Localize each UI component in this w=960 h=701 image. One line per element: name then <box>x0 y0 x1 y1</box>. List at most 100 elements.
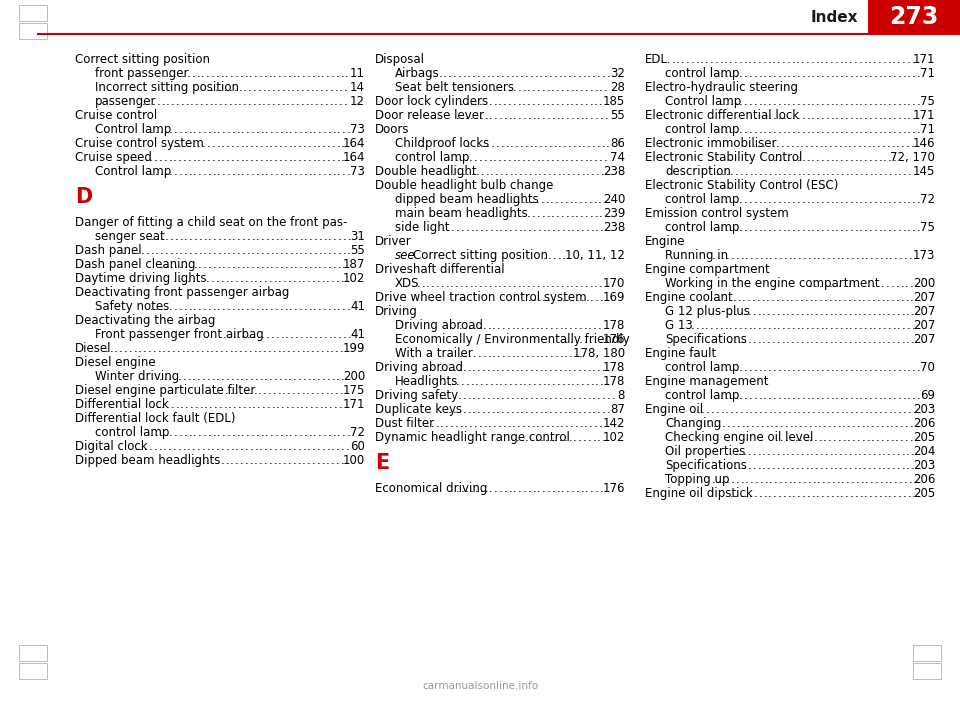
Text: Specifications: Specifications <box>665 459 747 472</box>
Text: .: . <box>448 403 452 416</box>
Text: .: . <box>858 459 862 472</box>
Text: .: . <box>464 417 468 430</box>
Text: .: . <box>508 81 512 94</box>
Text: .: . <box>328 230 332 243</box>
Text: .: . <box>588 319 592 332</box>
Text: .: . <box>341 67 344 80</box>
Text: .: . <box>291 81 295 94</box>
Text: .: . <box>907 403 911 416</box>
Text: .: . <box>901 333 905 346</box>
Text: .: . <box>164 426 168 439</box>
Text: .: . <box>843 291 847 304</box>
Text: .: . <box>691 319 694 332</box>
Text: .: . <box>489 151 492 164</box>
Text: .: . <box>593 333 597 346</box>
Text: .: . <box>863 333 867 346</box>
Text: .: . <box>893 403 897 416</box>
Text: .: . <box>139 151 143 164</box>
Text: .: . <box>246 300 250 313</box>
Text: .: . <box>754 123 757 136</box>
Text: .: . <box>313 426 317 439</box>
Text: .: . <box>852 137 856 150</box>
Text: .: . <box>570 81 574 94</box>
Text: 60: 60 <box>350 440 365 453</box>
Text: .: . <box>806 151 810 164</box>
Text: .: . <box>733 445 737 458</box>
Text: .: . <box>592 403 596 416</box>
Text: .: . <box>293 454 297 467</box>
Text: .: . <box>517 151 521 164</box>
Text: Door lock cylinders: Door lock cylinders <box>375 95 488 108</box>
Text: .: . <box>801 305 804 318</box>
Text: .: . <box>874 193 877 206</box>
Text: .: . <box>604 81 608 94</box>
Text: .: . <box>540 403 543 416</box>
Text: .: . <box>485 375 489 388</box>
Text: .: . <box>709 53 713 66</box>
Text: .: . <box>729 305 732 318</box>
Text: .: . <box>168 370 172 383</box>
Text: .: . <box>188 426 192 439</box>
Text: .: . <box>237 244 240 257</box>
Text: .: . <box>783 473 787 486</box>
Text: .: . <box>173 272 177 285</box>
Text: .: . <box>569 347 573 360</box>
Text: .: . <box>214 81 218 94</box>
Text: .: . <box>917 389 921 402</box>
Text: .: . <box>814 291 818 304</box>
Text: .: . <box>840 319 843 332</box>
Text: .: . <box>212 165 216 178</box>
Text: .: . <box>497 319 501 332</box>
Text: .: . <box>826 67 829 80</box>
Text: .: . <box>588 67 591 80</box>
Text: .: . <box>845 319 848 332</box>
Text: .: . <box>527 81 531 94</box>
Text: .: . <box>323 300 326 313</box>
Text: .: . <box>256 244 259 257</box>
Text: .: . <box>901 459 905 472</box>
Text: .: . <box>208 244 211 257</box>
Text: .: . <box>236 258 240 271</box>
Text: .: . <box>803 165 805 178</box>
Text: 171: 171 <box>913 109 935 122</box>
Text: .: . <box>226 272 229 285</box>
Text: .: . <box>725 67 729 80</box>
Text: .: . <box>849 53 852 66</box>
Text: .: . <box>564 417 568 430</box>
Text: .: . <box>536 193 540 206</box>
Text: .: . <box>865 249 869 262</box>
Text: .: . <box>460 109 464 122</box>
Text: Engine: Engine <box>645 235 685 248</box>
Text: .: . <box>496 361 500 374</box>
Text: .: . <box>452 165 456 178</box>
Text: .: . <box>136 244 139 257</box>
Text: .: . <box>784 417 788 430</box>
Text: .: . <box>763 389 767 402</box>
Text: .: . <box>288 67 291 80</box>
Text: .: . <box>805 333 809 346</box>
Text: .: . <box>235 137 239 150</box>
Text: .: . <box>304 244 307 257</box>
Text: .: . <box>453 361 457 374</box>
Text: .: . <box>320 398 323 411</box>
Text: 74: 74 <box>610 151 625 164</box>
Text: .: . <box>159 426 163 439</box>
Text: .: . <box>331 440 335 453</box>
Text: .: . <box>773 67 777 80</box>
Text: .: . <box>522 277 526 290</box>
Text: .: . <box>890 417 894 430</box>
Text: .: . <box>508 109 512 122</box>
Text: .: . <box>296 398 299 411</box>
Text: .: . <box>570 151 574 164</box>
Text: .: . <box>561 277 564 290</box>
Text: Door release lever: Door release lever <box>375 109 484 122</box>
Text: .: . <box>805 53 809 66</box>
Text: .: . <box>869 123 873 136</box>
Text: .: . <box>198 165 202 178</box>
Text: 273: 273 <box>889 5 939 29</box>
Text: .: . <box>854 151 858 164</box>
Text: .: . <box>578 361 582 374</box>
Text: .: . <box>763 123 767 136</box>
Text: .: . <box>305 95 309 108</box>
Text: .: . <box>240 440 244 453</box>
